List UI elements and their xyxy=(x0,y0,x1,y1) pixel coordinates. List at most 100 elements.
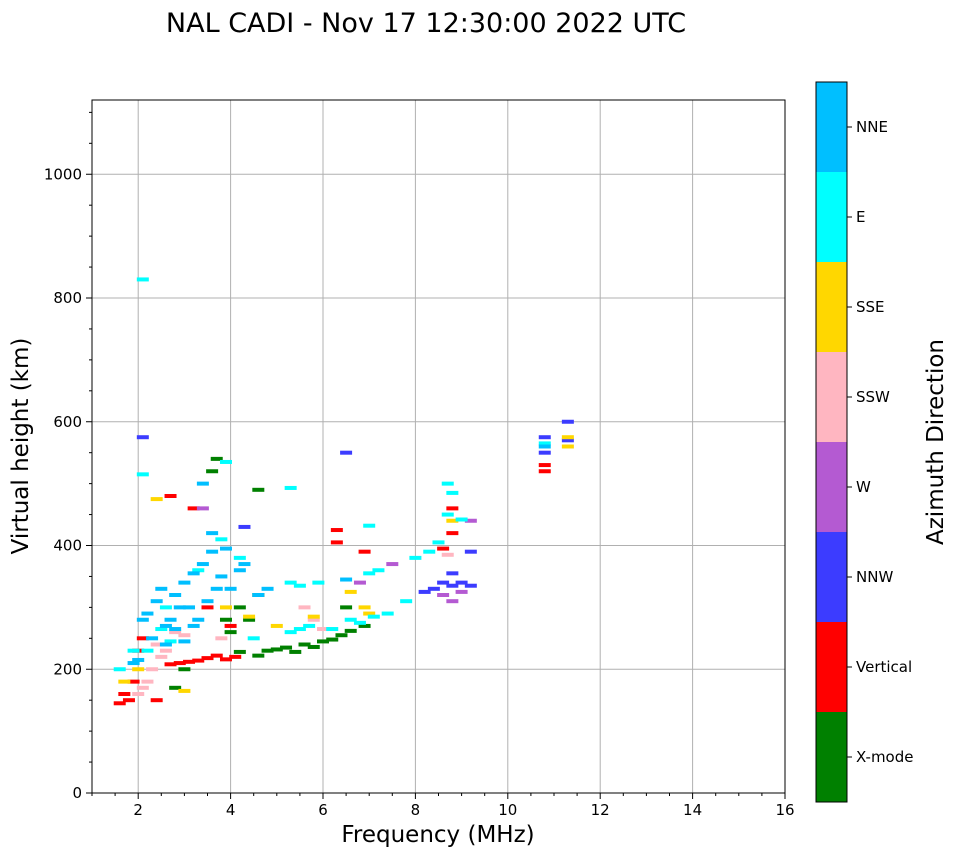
colorbar-segment xyxy=(816,622,847,712)
data-point-vertical xyxy=(358,549,371,554)
data-point-vertical xyxy=(164,662,177,667)
data-point-vertical xyxy=(210,653,223,658)
data-point-e xyxy=(372,568,385,573)
data-point-e xyxy=(363,571,376,576)
x-tick-label: 8 xyxy=(411,801,421,819)
y-axis-label: Virtual height (km) xyxy=(8,338,34,555)
data-point-ssw xyxy=(136,685,149,690)
data-point-ssw xyxy=(146,667,159,672)
data-point-e xyxy=(284,630,297,635)
data-point-e xyxy=(423,549,436,554)
data-point-nne xyxy=(224,586,237,591)
data-point-nnw xyxy=(446,583,459,588)
data-point-nne xyxy=(219,546,232,551)
data-point-w xyxy=(196,506,209,511)
data-point-x-mode xyxy=(344,628,357,633)
data-point-e xyxy=(127,648,140,653)
colorbar-segment xyxy=(816,172,847,262)
data-point-ssw xyxy=(317,627,329,632)
data-point-nne xyxy=(238,562,251,567)
data-point-nnw xyxy=(238,524,251,529)
data-point-nnw xyxy=(464,583,477,588)
colorbar-frame xyxy=(815,81,848,803)
data-point-nne xyxy=(155,586,168,591)
data-point-nne xyxy=(146,636,159,641)
data-point-w xyxy=(446,599,459,604)
data-point-vertical xyxy=(538,469,551,474)
data-point-vertical xyxy=(330,540,343,545)
data-point-e xyxy=(441,512,454,517)
colorbar-tick-label: SSW xyxy=(856,388,890,406)
data-point-sse xyxy=(178,688,191,693)
data-point-e xyxy=(312,580,325,585)
y-tick-label: 1000 xyxy=(44,165,82,183)
data-point-sse xyxy=(561,435,574,440)
y-axis-ticks: 0 200 400 600 800 1000 xyxy=(44,111,92,802)
data-point-e xyxy=(441,481,454,486)
data-point-ssw xyxy=(441,552,454,557)
data-point-e xyxy=(141,648,154,653)
y-tick-label: 600 xyxy=(53,413,82,431)
data-point-e xyxy=(247,636,260,641)
data-point-nnw xyxy=(455,580,468,585)
data-point-nne xyxy=(132,657,145,662)
data-point-nne xyxy=(169,627,182,632)
data-point-nne xyxy=(196,481,209,486)
y-tick-label: 400 xyxy=(53,537,82,555)
data-point-nnw xyxy=(427,586,440,591)
colorbar-tick-label: X-mode xyxy=(856,748,913,766)
colorbar-segment xyxy=(816,532,847,622)
data-point-sse xyxy=(358,605,371,610)
data-point-ssw xyxy=(169,630,182,635)
data-point-vertical xyxy=(446,531,459,536)
data-point-ssw xyxy=(215,636,228,641)
data-point-nnw xyxy=(464,549,477,554)
data-point-sse xyxy=(363,611,376,616)
data-point-x-mode xyxy=(280,645,293,650)
data-point-w xyxy=(353,580,366,585)
data-point-nnw xyxy=(538,435,551,440)
data-point-sse xyxy=(307,614,320,619)
data-point-e xyxy=(303,623,316,628)
data-point-vertical xyxy=(229,654,242,659)
data-point-e xyxy=(381,611,394,616)
data-point-vertical xyxy=(136,636,149,641)
data-point-vertical xyxy=(538,463,551,468)
y-tick-label: 800 xyxy=(53,289,82,307)
data-point-ssw xyxy=(298,605,311,610)
data-point-vertical xyxy=(201,605,214,610)
data-point-vertical xyxy=(201,656,214,661)
x-axis-ticks: 2 4 6 8 10 12 14 16 xyxy=(91,793,795,819)
data-point-nne xyxy=(173,605,186,610)
colorbar-label: Azimuth Direction xyxy=(923,339,949,545)
data-point-e xyxy=(155,627,168,632)
data-point-x-mode xyxy=(233,649,246,654)
data-point-sse xyxy=(219,605,232,610)
data-point-nne xyxy=(141,611,154,616)
data-point-x-mode xyxy=(210,456,223,461)
data-point-sse xyxy=(150,497,163,502)
data-point-w xyxy=(455,589,468,594)
data-point-nne xyxy=(127,661,140,666)
data-point-e xyxy=(159,605,172,610)
data-point-sse xyxy=(561,444,574,449)
data-point-nne xyxy=(538,444,551,449)
data-point-vertical xyxy=(219,657,232,662)
data-point-vertical xyxy=(187,506,200,511)
colorbar-segment xyxy=(816,352,847,442)
data-point-nne xyxy=(178,580,191,585)
data-point-x-mode xyxy=(270,647,283,652)
data-point-sse xyxy=(118,679,131,684)
data-point-nnw xyxy=(538,450,551,455)
data-point-vertical xyxy=(437,546,450,551)
data-point-e xyxy=(284,485,297,490)
data-point-vertical xyxy=(164,494,177,498)
data-point-w xyxy=(464,518,477,523)
data-point-x-mode xyxy=(340,605,353,610)
data-point-x-mode xyxy=(178,667,191,672)
data-point-vertical xyxy=(192,658,205,663)
colorbar-segment xyxy=(816,442,847,532)
data-point-e xyxy=(113,667,126,672)
data-point-x-mode xyxy=(298,642,311,647)
